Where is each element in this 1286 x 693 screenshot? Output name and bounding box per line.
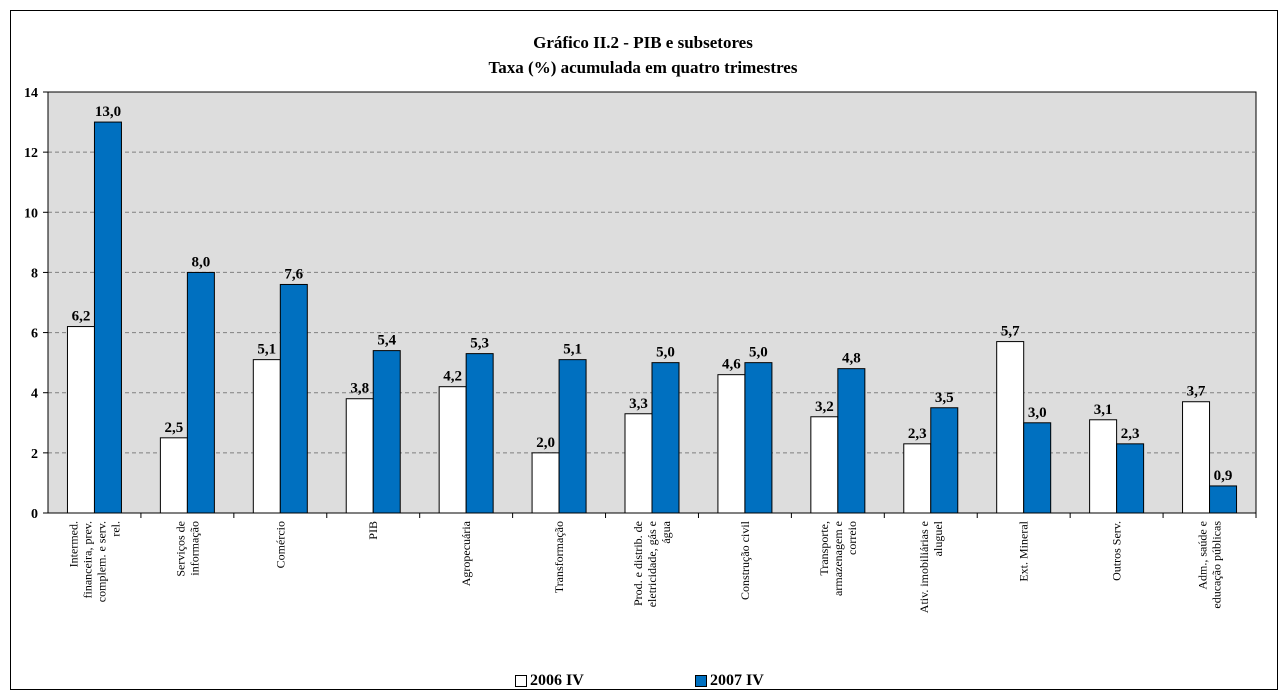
data-label: 3,7 bbox=[1187, 384, 1206, 400]
data-label: 6,2 bbox=[72, 309, 91, 325]
y-tick-label: 6 bbox=[31, 327, 38, 342]
bar-2007 bbox=[558, 359, 587, 514]
data-label: 3,5 bbox=[935, 390, 954, 406]
y-tick-label: 14 bbox=[24, 86, 38, 101]
bar-2007 bbox=[744, 362, 773, 514]
y-tick-label: 2 bbox=[31, 447, 38, 462]
x-tick-label: Agropecuária bbox=[459, 520, 473, 586]
bar-2007 bbox=[186, 271, 215, 514]
data-label: 2,0 bbox=[536, 435, 555, 451]
x-tick-label: Ativ. imobiliárias ealuguel bbox=[917, 520, 945, 613]
data-label: 8,0 bbox=[192, 254, 211, 270]
bar-2006 bbox=[159, 437, 188, 514]
data-label: 3,8 bbox=[350, 381, 369, 397]
data-label: 5,1 bbox=[563, 342, 582, 358]
bar-2006 bbox=[1182, 401, 1211, 514]
data-label: 7,6 bbox=[284, 266, 303, 282]
bar-2007 bbox=[1209, 485, 1238, 514]
bar-2006 bbox=[903, 443, 932, 514]
y-tick-label: 10 bbox=[24, 206, 38, 221]
data-label: 3,2 bbox=[815, 399, 834, 415]
legend-swatch-2006 bbox=[515, 675, 527, 687]
x-tick-label: Transformação bbox=[552, 521, 566, 593]
chart-subtitle: Taxa (%) acumulada em quatro trimestres bbox=[488, 58, 798, 77]
bar-2006 bbox=[810, 416, 839, 514]
bar-2007 bbox=[372, 350, 401, 514]
bar-2006 bbox=[624, 413, 653, 514]
data-label: 13,0 bbox=[95, 104, 121, 120]
bar-2006 bbox=[66, 326, 95, 514]
bar-2006 bbox=[717, 374, 746, 514]
bar-2007 bbox=[93, 121, 122, 514]
x-tick-label: Serviços deinformação bbox=[173, 521, 201, 577]
data-label: 4,2 bbox=[443, 369, 462, 385]
data-label: 5,4 bbox=[377, 333, 396, 349]
x-tick-label: Comércio bbox=[273, 521, 287, 568]
data-label: 3,1 bbox=[1094, 402, 1113, 418]
bar-2007 bbox=[1116, 443, 1145, 514]
legend-label-2007: 2007 IV bbox=[710, 672, 764, 689]
data-label: 5,3 bbox=[470, 336, 489, 352]
bar-2007 bbox=[837, 368, 866, 514]
bar-2006 bbox=[996, 341, 1025, 514]
data-label: 5,1 bbox=[257, 342, 276, 358]
legend-label-2006: 2006 IV bbox=[530, 672, 584, 689]
data-label: 3,0 bbox=[1028, 405, 1047, 421]
bar-2007 bbox=[651, 362, 680, 514]
data-label: 2,3 bbox=[1121, 426, 1140, 442]
data-label: 4,6 bbox=[722, 357, 741, 373]
data-label: 5,7 bbox=[1001, 324, 1020, 340]
data-label: 3,3 bbox=[629, 396, 648, 412]
x-tick-label: Transporte,armazenagem ecorreio bbox=[817, 521, 859, 596]
chart-title: Gráfico II.2 - PIB e subsetores bbox=[533, 33, 753, 52]
y-tick-label: 4 bbox=[31, 387, 38, 402]
y-tick-label: 8 bbox=[31, 266, 38, 281]
y-tick-label: 0 bbox=[31, 507, 38, 522]
x-tick-label: Intermed.financeira, prev.complem. e ser… bbox=[66, 521, 122, 602]
x-tick-label: Adm., saúde eeducação públicas bbox=[1196, 521, 1224, 609]
bar-2007 bbox=[465, 353, 494, 514]
bar-2006 bbox=[438, 386, 467, 514]
data-label: 5,0 bbox=[656, 345, 675, 361]
bar-2006 bbox=[345, 398, 374, 514]
bar-2007 bbox=[930, 407, 959, 514]
bar-2006 bbox=[252, 359, 281, 514]
y-tick-label: 12 bbox=[24, 146, 38, 161]
data-label: 4,8 bbox=[842, 351, 861, 367]
data-label: 5,0 bbox=[749, 345, 768, 361]
x-tick-label: PIB bbox=[366, 521, 380, 540]
legend-swatch-2007 bbox=[695, 675, 707, 687]
bar-2007 bbox=[1023, 422, 1052, 514]
bar-2007 bbox=[279, 283, 308, 514]
data-label: 0,9 bbox=[1214, 468, 1233, 484]
x-tick-label: Prod. e distrib. deeletricidade, gás eág… bbox=[631, 520, 673, 607]
data-label: 2,3 bbox=[908, 426, 927, 442]
legend-item-2006: 2006 IV bbox=[515, 672, 584, 690]
data-label: 2,5 bbox=[165, 420, 184, 436]
bar-2006 bbox=[1089, 419, 1118, 514]
legend-item-2007: 2007 IV bbox=[695, 672, 764, 690]
x-tick-label: Construção civil bbox=[738, 520, 752, 600]
x-tick-label: Ext. Mineral bbox=[1017, 520, 1031, 581]
x-tick-label: Outros Serv. bbox=[1110, 521, 1124, 581]
bar-2006 bbox=[531, 452, 560, 514]
